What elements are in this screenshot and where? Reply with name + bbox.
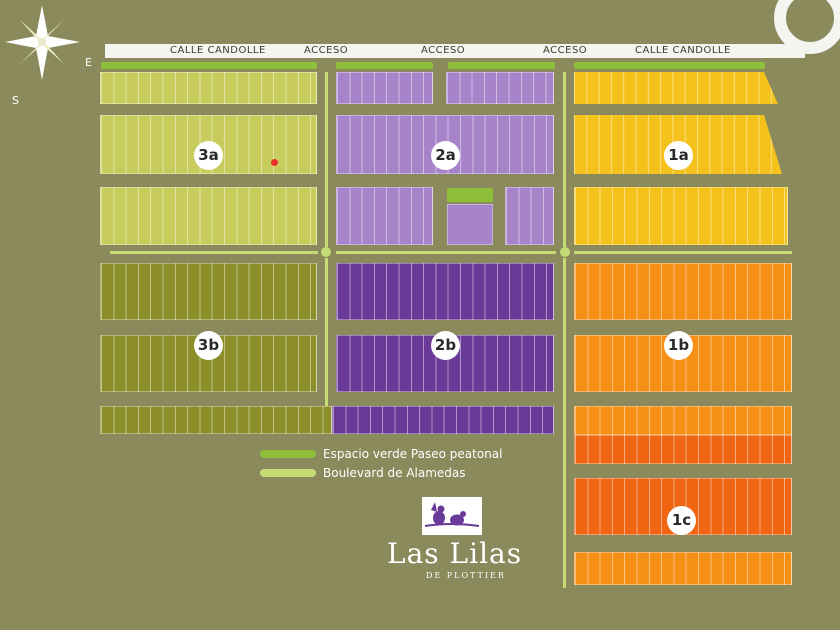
boulevard-node-right	[560, 247, 570, 257]
green-square-2a	[447, 188, 493, 202]
lots-2b-row2[interactable]	[336, 335, 554, 392]
legend-label-green: Espacio verde Paseo peatonal	[323, 447, 503, 461]
lots-1c-row1[interactable]	[574, 435, 792, 464]
lots-2a-row3-center[interactable]	[447, 204, 493, 245]
lots-1a-row1[interactable]	[574, 72, 780, 105]
zone-label-1b[interactable]: 1b	[664, 331, 693, 360]
lots-3b-row2[interactable]	[100, 335, 317, 392]
lots-2a-row2[interactable]	[336, 115, 554, 174]
lots-2b-row1[interactable]	[336, 263, 554, 320]
zone-label-3b[interactable]: 3b	[194, 331, 223, 360]
boulevard-vertical-right	[563, 72, 566, 247]
street-label-acceso-3: ACCESO	[543, 45, 588, 56]
calle-candolle-street	[105, 44, 805, 58]
boulevard-horizontal-mid	[336, 251, 556, 254]
lots-1b-row3[interactable]	[574, 406, 792, 435]
boulevard-vertical-left	[325, 72, 328, 247]
legend-label-boulevard: Boulevard de Alamedas	[323, 466, 466, 480]
street-label-acceso-2: ACCESO	[421, 45, 466, 56]
zone-label-1c[interactable]: 1c	[667, 506, 696, 535]
boulevard-vertical-right-lower	[563, 258, 566, 588]
lots-1c-row3[interactable]	[574, 552, 792, 585]
lots-2a-row3-right[interactable]	[505, 187, 554, 245]
lots-1b-row1[interactable]	[574, 263, 792, 320]
brand-name: Las Lilas	[387, 537, 523, 570]
lots-2b-row3[interactable]	[332, 406, 554, 434]
lots-1a-row3[interactable]	[574, 187, 788, 245]
compass-star-icon	[5, 5, 80, 80]
roundabout-icon	[774, 0, 840, 54]
lots-3a-row3[interactable]	[100, 187, 317, 245]
boulevard-vertical-left-lower	[325, 258, 328, 406]
green-strip-2-right	[448, 62, 555, 69]
green-strip-3	[101, 62, 317, 69]
boulevard-horizontal-left	[110, 251, 318, 254]
boulevard-horizontal-right	[574, 251, 792, 254]
street-label-acceso-1: ACCESO	[304, 45, 349, 56]
zone-label-2b[interactable]: 2b	[431, 331, 460, 360]
street-label-candolle-right: CALLE CANDOLLE	[635, 45, 731, 56]
lots-3b-row3[interactable]	[100, 406, 332, 434]
compass-east-label: E	[85, 56, 92, 69]
lots-2a-row1-left[interactable]	[336, 72, 433, 104]
boulevard-node-left	[321, 247, 331, 257]
location-marker-icon	[271, 159, 278, 166]
zone-label-2a[interactable]: 2a	[431, 141, 460, 170]
lots-3a-row1[interactable]	[100, 72, 317, 104]
zone-label-3a[interactable]: 3a	[194, 141, 223, 170]
green-strip-2-left	[336, 62, 433, 69]
street-label-candolle-left: CALLE CANDOLLE	[170, 45, 266, 56]
birds-on-branch-logo	[422, 497, 482, 535]
lots-2a-row3-left[interactable]	[336, 187, 433, 245]
green-strip-1	[574, 62, 765, 69]
compass-south-label: S	[12, 94, 19, 107]
lots-3b-row1[interactable]	[100, 263, 317, 320]
lots-2a-row1-right[interactable]	[446, 72, 554, 104]
brand-subtitle: DE PLOTTIER	[426, 571, 506, 580]
zone-label-1a[interactable]: 1a	[664, 141, 693, 170]
legend-swatch-boulevard	[260, 469, 316, 477]
legend-swatch-green	[260, 450, 316, 458]
